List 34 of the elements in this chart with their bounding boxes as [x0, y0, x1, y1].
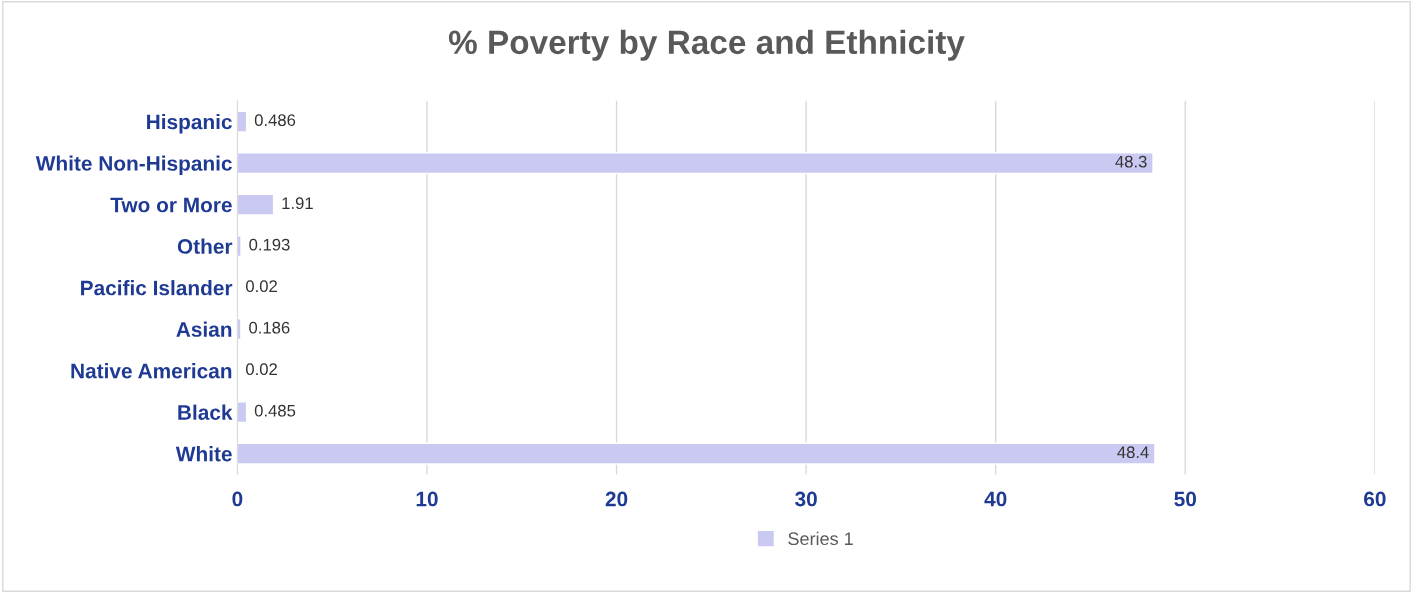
bar — [237, 401, 248, 424]
y-tick-label: White Non-Hispanic — [35, 155, 232, 175]
data-label: 48.4 — [1117, 446, 1149, 459]
x-tick-label: 20 — [605, 491, 628, 507]
data-label: 48.3 — [1115, 155, 1147, 168]
bar — [237, 318, 242, 341]
x-tick-label: 10 — [416, 491, 438, 507]
legend-label: Series 1 — [788, 531, 853, 546]
bar — [237, 193, 275, 216]
y-tick-label: Asian — [176, 321, 232, 337]
x-tick-label: 40 — [984, 491, 1007, 507]
bar — [237, 152, 1154, 175]
data-label: 0.486 — [254, 114, 296, 127]
x-tick-label: 50 — [1174, 491, 1197, 507]
y-tick-label: Pacific Islander — [81, 280, 233, 296]
chart-title: % Poverty by Race and Ethnicity — [448, 29, 965, 61]
y-tick-label: White — [175, 446, 232, 462]
y-tick-label: Two or More — [110, 197, 232, 213]
data-label: 0.186 — [249, 321, 290, 334]
x-tick-label: 30 — [795, 491, 817, 507]
x-tick-label: 0 — [232, 491, 243, 507]
data-label: 0.193 — [249, 238, 290, 251]
y-tick-label: Black — [178, 404, 233, 420]
y-tick-label: Other — [177, 238, 233, 254]
data-label: 0.02 — [246, 363, 277, 376]
y-tick-label: Native American — [71, 363, 232, 379]
bar — [237, 235, 242, 258]
data-label: 0.485 — [254, 404, 296, 417]
x-tick-label: 60 — [1364, 491, 1386, 507]
data-label: 0.02 — [246, 280, 277, 293]
bar — [237, 442, 1156, 465]
y-tick-label: Hispanic — [147, 114, 232, 134]
bar — [237, 110, 248, 133]
data-label: 1.91 — [282, 197, 313, 210]
